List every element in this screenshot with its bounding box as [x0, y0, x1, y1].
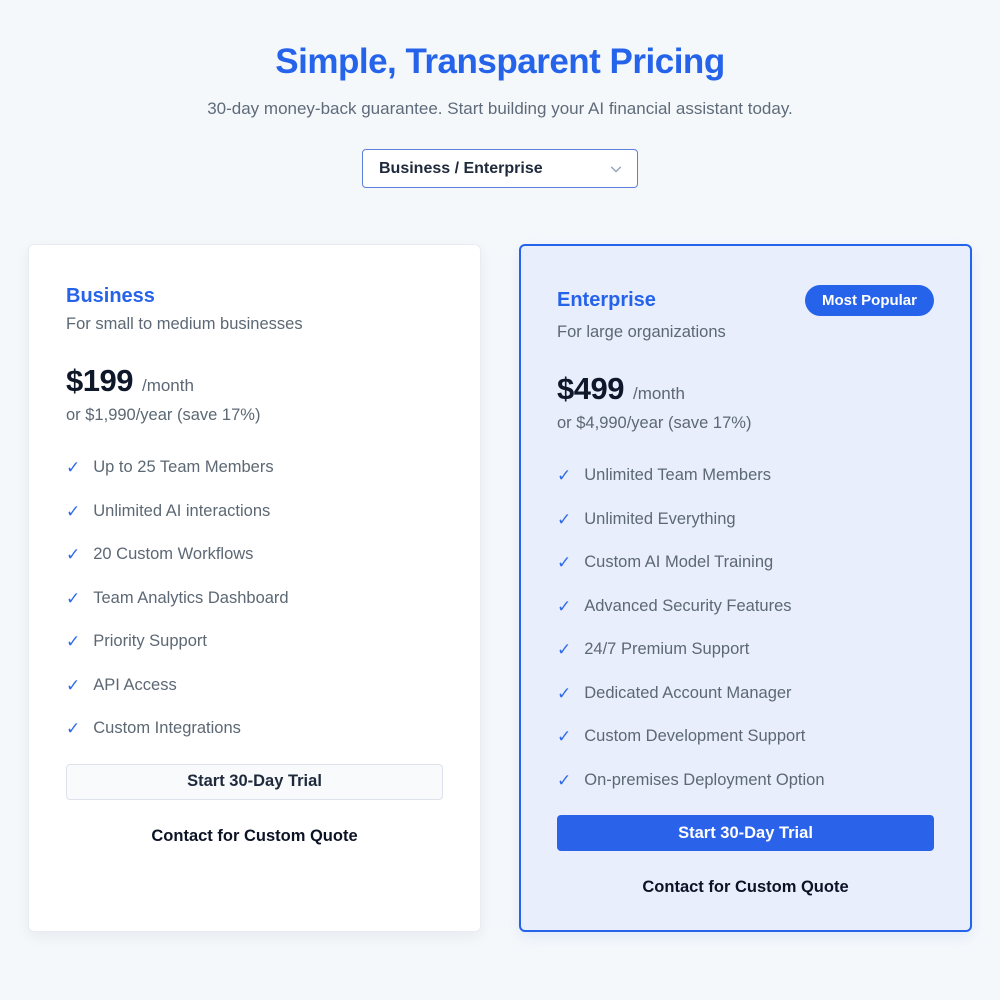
annual-price-note: or $1,990/year (save 17%) — [66, 406, 261, 425]
feature-label: Priority Support — [93, 632, 207, 651]
check-icon: ✓ — [557, 509, 572, 529]
pricing-card-business: Business For small to medium businesses … — [28, 244, 481, 933]
price-period: /month — [141, 376, 194, 396]
feature-label: Up to 25 Team Members — [93, 458, 274, 477]
check-icon: ✓ — [557, 683, 572, 703]
most-popular-badge: Most Popular — [804, 285, 934, 317]
check-icon: ✓ — [557, 770, 572, 790]
check-icon: ✓ — [66, 632, 81, 652]
check-icon: ✓ — [66, 501, 81, 521]
check-icon: ✓ — [66, 719, 81, 739]
feature-item: ✓ 20 Custom Workflows — [66, 545, 443, 565]
plan-name-enterprise: Enterprise — [557, 289, 656, 312]
price-amount: $499 — [557, 371, 624, 407]
contact-quote-link-enterprise[interactable]: Contact for Custom Quote — [642, 878, 849, 897]
check-icon: ✓ — [66, 675, 81, 695]
plan-select-dropdown[interactable]: Business / Enterprise — [362, 149, 638, 189]
feature-label: Unlimited Team Members — [584, 466, 772, 485]
price-row: $199 /month — [66, 363, 443, 399]
feature-item: ✓ API Access — [66, 675, 443, 695]
check-icon: ✓ — [557, 727, 572, 747]
plan-description: For large organizations — [557, 323, 726, 342]
plan-name-business: Business — [66, 285, 155, 308]
contact-quote-link-business[interactable]: Contact for Custom Quote — [151, 826, 358, 845]
feature-item: ✓ Advanced Security Features — [557, 596, 934, 616]
check-icon: ✓ — [66, 588, 81, 608]
feature-label: Team Analytics Dashboard — [93, 588, 289, 607]
check-icon: ✓ — [66, 458, 81, 478]
feature-label: Custom AI Model Training — [584, 553, 774, 572]
feature-item: ✓ Unlimited Everything — [557, 509, 934, 529]
pricing-cards: Business For small to medium businesses … — [0, 244, 1000, 933]
annual-price-note: or $4,990/year (save 17%) — [557, 414, 752, 433]
feature-item: ✓ Dedicated Account Manager — [557, 683, 934, 703]
feature-label: Custom Development Support — [584, 727, 806, 746]
feature-item: ✓ Custom Development Support — [557, 727, 934, 747]
page-subtitle: 30-day money-back guarantee. Start build… — [207, 99, 793, 119]
feature-label: Dedicated Account Manager — [584, 683, 792, 702]
feature-item: ✓ Custom AI Model Training — [557, 553, 934, 573]
feature-label: API Access — [93, 675, 177, 694]
price-amount: $199 — [66, 363, 133, 399]
check-icon: ✓ — [557, 553, 572, 573]
start-trial-button-business[interactable]: Start 30-Day Trial — [66, 763, 443, 800]
start-trial-button-enterprise[interactable]: Start 30-Day Trial — [557, 815, 934, 852]
feature-label: Advanced Security Features — [584, 596, 792, 615]
feature-item: ✓ Priority Support — [66, 632, 443, 652]
feature-label: Unlimited AI interactions — [93, 501, 271, 520]
chevron-down-icon — [609, 162, 623, 176]
feature-item: ✓ Unlimited AI interactions — [66, 501, 443, 521]
feature-label: 24/7 Premium Support — [584, 640, 750, 659]
page-title: Simple, Transparent Pricing — [275, 42, 725, 81]
feature-item: ✓ Up to 25 Team Members — [66, 458, 443, 478]
card-head: Business — [66, 285, 443, 308]
check-icon: ✓ — [557, 596, 572, 616]
check-icon: ✓ — [66, 545, 81, 565]
feature-label: On-premises Deployment Option — [584, 770, 825, 789]
feature-item: ✓ Custom Integrations — [66, 719, 443, 739]
check-icon: ✓ — [557, 640, 572, 660]
feature-item: ✓ 24/7 Premium Support — [557, 640, 934, 660]
plan-description: For small to medium businesses — [66, 315, 303, 334]
feature-label: Custom Integrations — [93, 719, 241, 738]
feature-label: 20 Custom Workflows — [93, 545, 254, 564]
feature-label: Unlimited Everything — [584, 509, 736, 528]
price-period: /month — [632, 384, 685, 404]
check-icon: ✓ — [557, 466, 572, 486]
price-row: $499 /month — [557, 371, 934, 407]
pricing-card-enterprise: Enterprise Most Popular For large organi… — [519, 244, 972, 933]
feature-list: ✓ Unlimited Team Members ✓ Unlimited Every… — [557, 466, 934, 790]
plan-select-value: Business / Enterprise — [379, 159, 543, 177]
plan-selector-row: Business / Enterprise — [0, 149, 1000, 189]
feature-item: ✓ Unlimited Team Members — [557, 466, 934, 486]
card-head: Enterprise Most Popular — [557, 285, 934, 317]
feature-list: ✓ Up to 25 Team Members ✓ Unlimited AI int… — [66, 458, 443, 739]
feature-item: ✓ On-premises Deployment Option — [557, 770, 934, 790]
feature-item: ✓ Team Analytics Dashboard — [66, 588, 443, 608]
